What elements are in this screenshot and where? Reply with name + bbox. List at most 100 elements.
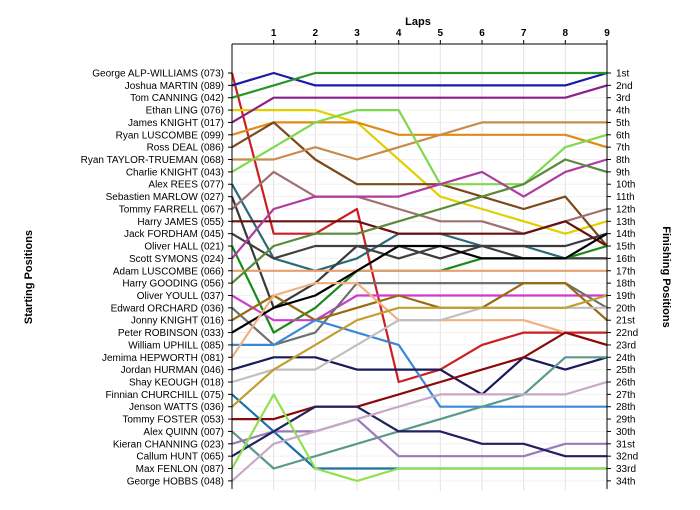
y-axis-label-left: Starting Positions	[23, 230, 35, 324]
finish-label: 34th	[616, 476, 635, 487]
y-axis-label-right: Finishing Positions	[660, 226, 672, 327]
driver-label: Joshua MARTIN (089)	[125, 81, 224, 92]
driver-label: Jemima HEPWORTH (081)	[102, 353, 224, 364]
series-line	[231, 84, 608, 124]
driver-label: Ryan TAYLOR-TRUEMAN (068)	[81, 155, 224, 166]
driver-label: George HOBBS (048)	[127, 476, 224, 487]
finish-label: 19th	[616, 291, 635, 302]
series-line	[231, 121, 608, 247]
driver-label: Tom CANNING (042)	[130, 93, 224, 104]
finish-label: 28th	[616, 402, 635, 413]
driver-label: Harry GOODING (056)	[122, 279, 224, 290]
finish-label: 7th	[616, 143, 630, 154]
finish-label: 25th	[616, 365, 635, 376]
chart-title: Laps	[405, 16, 431, 28]
driver-label: Ross DEAL (086)	[147, 143, 224, 154]
series-line	[231, 380, 608, 482]
driver-label: Harry JAMES (055)	[137, 217, 224, 228]
driver-label: Scott SYMONS (024)	[129, 254, 224, 265]
finish-label: 9th	[616, 167, 630, 178]
finish-label: 30th	[616, 427, 635, 438]
driver-label: Ethan LING (076)	[146, 106, 224, 117]
driver-label: Jenson WATTS (036)	[129, 402, 224, 413]
finish-label: 3rd	[616, 93, 630, 104]
series-line	[231, 356, 607, 470]
driver-label: William UPHILL (085)	[128, 340, 224, 351]
finish-label: 18th	[616, 279, 635, 290]
driver-label: Ryan LUSCOMBE (099)	[116, 130, 224, 141]
series-line	[232, 220, 608, 247]
lap-tick-label: 3	[354, 28, 360, 39]
series-line	[231, 121, 608, 149]
series-line	[232, 331, 608, 421]
lap-tick-label: 4	[396, 28, 402, 39]
driver-label: Oliver YOULL (037)	[137, 291, 224, 302]
finish-label: 15th	[616, 242, 635, 253]
finish-label: 21st	[616, 316, 635, 327]
finish-label: 20th	[616, 303, 635, 314]
driver-label: Jack FORDHAM (045)	[124, 229, 224, 240]
driver-label: Edward ORCHARD (036)	[111, 303, 224, 314]
series-line	[231, 282, 608, 322]
series-line	[231, 294, 608, 408]
finish-label: 12th	[616, 204, 635, 215]
driver-label: Charlie KNIGHT (043)	[126, 167, 224, 178]
lap-tick-label: 9	[604, 28, 610, 39]
finish-label: 26th	[616, 378, 635, 389]
finish-label: 11th	[616, 192, 635, 203]
finish-label: 32nd	[616, 452, 638, 463]
driver-label: Alex QUINN (007)	[143, 427, 224, 438]
driver-label: Finnian CHURCHILL (075)	[105, 390, 224, 401]
finish-label: 14th	[616, 229, 635, 240]
series-line	[231, 158, 608, 260]
finish-label: 27th	[616, 390, 635, 401]
driver-label: Tommy FOSTER (053)	[122, 415, 224, 426]
driver-label: James KNIGHT (017)	[128, 118, 224, 129]
finish-label: 33rd	[616, 464, 636, 475]
driver-label: Jonny KNIGHT (016)	[131, 316, 224, 327]
axes	[228, 40, 611, 489]
driver-label: Oliver HALL (021)	[144, 242, 224, 253]
lap-tick-label: 2	[313, 28, 319, 39]
driver-label: Alex REES (077)	[148, 180, 224, 191]
series-line	[231, 294, 607, 322]
series-line	[232, 121, 607, 161]
driver-label: Adam LUSCOMBE (066)	[113, 266, 224, 277]
driver-label: George ALP-WILLIAMS (073)	[92, 69, 224, 80]
finish-label: 4th	[616, 106, 630, 117]
finish-label: 16th	[616, 254, 635, 265]
series-line	[231, 71, 607, 99]
series-line	[231, 158, 608, 284]
driver-label: Peter ROBINSON (033)	[118, 328, 224, 339]
lap-tick-label: 5	[438, 28, 444, 39]
lap-tick-label: 7	[521, 28, 527, 39]
driver-label: Sebastien MARLOW (027)	[106, 192, 224, 203]
series-lines	[230, 71, 608, 482]
finish-label: 13th	[616, 217, 635, 228]
finish-label: 31st	[616, 439, 635, 450]
finish-label: 23rd	[616, 340, 636, 351]
lap-tick-label: 8	[563, 28, 569, 39]
labels: 1 2 3 4 5 6 7 8 9 Laps Starting Positions Finishing…	[23, 16, 672, 487]
lap-tick-label: 1	[271, 28, 277, 39]
finish-label: 2nd	[616, 81, 633, 92]
finish-label: 6th	[616, 130, 630, 141]
driver-label: Max FENLON (087)	[136, 464, 224, 475]
finish-label: 5th	[616, 118, 630, 129]
finish-label: 24th	[616, 353, 635, 364]
series-line	[232, 319, 607, 408]
series-line	[231, 108, 608, 186]
driver-label: Tommy FARRELL (067)	[119, 204, 224, 215]
finish-label: 8th	[616, 155, 630, 166]
series-line	[231, 405, 607, 458]
driver-label: Kieran CHANNING (023)	[113, 439, 224, 450]
finish-label: 22nd	[616, 328, 638, 339]
finish-label: 17th	[616, 266, 635, 277]
finish-label: 1st	[616, 69, 630, 80]
driver-label: Shay KEOUGH (018)	[129, 378, 224, 389]
lap-tick-label: 6	[479, 28, 485, 39]
finish-label: 29th	[616, 415, 635, 426]
finish-label: 10th	[616, 180, 635, 191]
series-line	[231, 232, 608, 334]
